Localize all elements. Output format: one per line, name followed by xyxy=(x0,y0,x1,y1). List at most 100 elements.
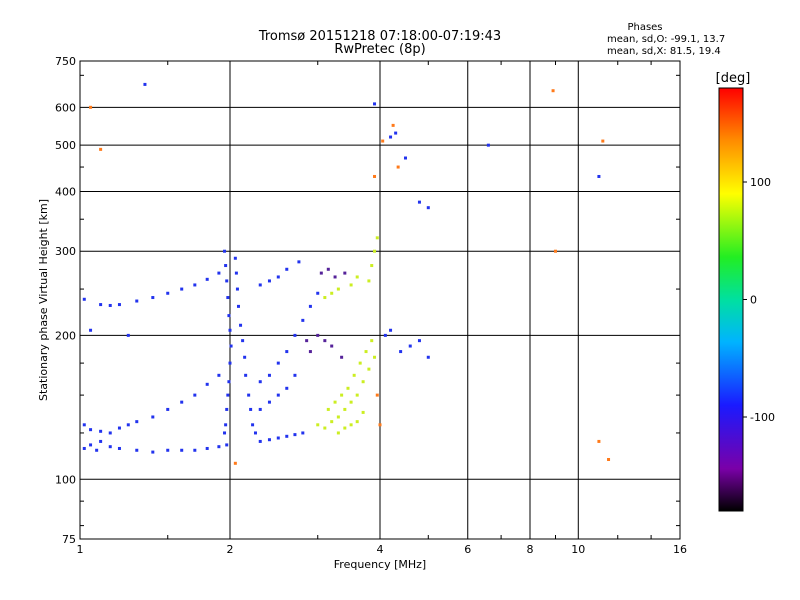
data-point xyxy=(336,287,340,291)
data-point xyxy=(267,279,271,283)
data-point xyxy=(336,431,340,435)
data-point xyxy=(258,283,262,287)
data-point xyxy=(108,445,112,449)
data-point xyxy=(276,275,280,279)
data-point xyxy=(126,333,130,337)
data-point xyxy=(285,350,289,354)
plot-frame xyxy=(79,60,681,540)
data-point xyxy=(151,450,155,454)
data-point xyxy=(205,446,209,450)
data-point xyxy=(89,428,93,432)
x-tick-label: 1 xyxy=(77,543,84,556)
data-point xyxy=(276,436,280,440)
data-point xyxy=(239,323,243,327)
grid-lines xyxy=(80,61,680,539)
data-point xyxy=(285,267,289,271)
data-point xyxy=(308,350,312,354)
data-point xyxy=(389,328,393,332)
data-point xyxy=(117,446,121,450)
data-point xyxy=(229,344,233,348)
data-point xyxy=(346,386,350,390)
data-point xyxy=(233,256,237,260)
data-point xyxy=(316,333,320,337)
data-point xyxy=(349,423,353,427)
data-point xyxy=(135,420,139,424)
data-point xyxy=(343,407,347,411)
data-point xyxy=(166,407,170,411)
colorbar xyxy=(718,87,744,512)
data-point xyxy=(225,279,229,283)
data-point xyxy=(251,423,255,427)
data-point xyxy=(89,443,93,447)
y-tick-label: 300 xyxy=(55,245,76,258)
data-point xyxy=(117,303,121,307)
data-point xyxy=(126,423,130,427)
data-point xyxy=(326,407,330,411)
data-point xyxy=(247,393,251,397)
data-point xyxy=(258,407,262,411)
data-point xyxy=(89,328,93,332)
data-point xyxy=(391,123,395,127)
data-point xyxy=(89,105,93,109)
data-point xyxy=(224,264,228,268)
data-point xyxy=(217,271,221,275)
data-point xyxy=(244,373,248,377)
data-point xyxy=(258,439,262,443)
data-point xyxy=(82,423,86,427)
data-point xyxy=(330,420,334,424)
data-point xyxy=(417,200,421,204)
x-tick-label: 16 xyxy=(673,543,687,556)
phase-line-x: mean, sd,X: 81.5, 19.4 xyxy=(607,46,721,57)
x-tick-labels: 1 2 4 6 8 10 16 xyxy=(77,543,688,556)
colorbar-tick-label: 100 xyxy=(750,176,771,189)
data-point xyxy=(276,361,280,365)
y-axis-label: Stationary phase Virtual Height [km] xyxy=(37,199,50,401)
data-point xyxy=(486,143,490,147)
data-point xyxy=(330,344,334,348)
data-point xyxy=(316,291,320,295)
data-point xyxy=(234,271,238,275)
data-point xyxy=(301,431,305,435)
data-point xyxy=(267,400,271,404)
data-point xyxy=(225,407,229,411)
data-point xyxy=(403,156,407,160)
data-point xyxy=(217,373,221,377)
data-point xyxy=(417,339,421,343)
data-point xyxy=(151,415,155,419)
data-point xyxy=(228,328,232,332)
data-point xyxy=(349,400,353,404)
x-tick-label: 10 xyxy=(571,543,585,556)
data-point xyxy=(361,380,365,384)
y-tick-label: 400 xyxy=(55,185,76,198)
data-point xyxy=(117,426,121,430)
data-point xyxy=(82,446,86,450)
data-point xyxy=(597,439,601,443)
data-point xyxy=(389,135,393,139)
data-point xyxy=(301,318,305,322)
data-point xyxy=(166,291,170,295)
data-point xyxy=(82,297,86,301)
data-point xyxy=(343,426,347,430)
data-point xyxy=(108,303,112,307)
data-point xyxy=(355,420,359,424)
data-point xyxy=(249,407,253,411)
data-point xyxy=(267,438,271,442)
data-point xyxy=(228,361,232,365)
phase-line-o: mean, sd,O: -99.1, 13.7 xyxy=(607,34,725,45)
data-point xyxy=(367,367,371,371)
data-point xyxy=(370,339,374,343)
data-point xyxy=(297,260,301,264)
data-point xyxy=(597,174,601,178)
y-tick-label: 600 xyxy=(55,101,76,114)
data-point xyxy=(373,174,377,178)
data-point xyxy=(399,350,403,354)
data-point xyxy=(205,382,209,386)
data-point xyxy=(378,423,382,427)
data-point xyxy=(226,393,230,397)
data-point xyxy=(227,314,231,318)
y-tick-label: 500 xyxy=(55,139,76,152)
data-point xyxy=(293,333,297,337)
chart-title: Tromsø 20151218 07:18:00-07:19:43 xyxy=(258,29,501,44)
data-point xyxy=(370,264,374,268)
data-point xyxy=(349,283,353,287)
